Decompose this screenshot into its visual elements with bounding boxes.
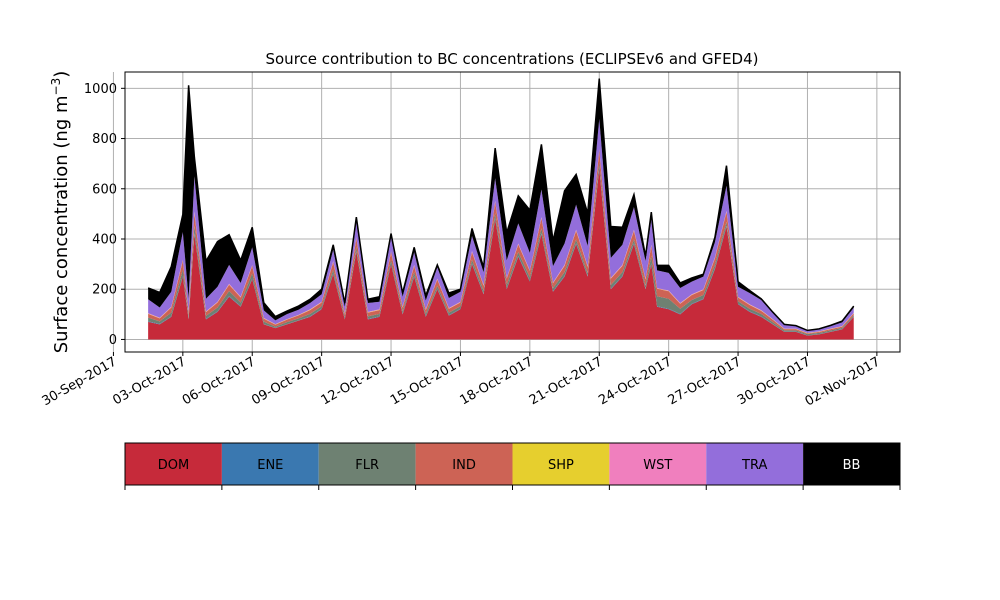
total-outline	[147, 78, 855, 332]
plot-frame	[124, 71, 901, 353]
area-flr	[148, 162, 854, 336]
y-tick-label: 400	[92, 232, 117, 247]
legend-label: SHP	[548, 458, 574, 473]
legend-item-dom: DOM	[125, 443, 222, 485]
legend-item-tra: TRA	[706, 443, 804, 485]
y-tick-label: 200	[92, 283, 117, 298]
y-tick-label: 800	[92, 132, 117, 147]
area-dom	[148, 168, 854, 340]
y-axis-label-suffix: )	[51, 71, 72, 78]
y-tick-label: 0	[109, 333, 117, 348]
area-ind	[148, 150, 854, 335]
area-tra	[148, 118, 854, 333]
legend-swatch	[512, 443, 610, 485]
legend-label: DOM	[158, 458, 189, 473]
y-axis-label-main: Surface concentration (ng m	[51, 95, 72, 353]
legend-item-flr: FLR	[318, 443, 416, 485]
y-axis-label: Surface concentration (ng m−3)	[49, 71, 72, 354]
legend-swatch	[803, 443, 900, 485]
y-tick-label: 600	[92, 182, 117, 197]
legend-swatch	[221, 443, 319, 485]
legend-label: ENE	[257, 458, 283, 473]
legend-item-bb: BB	[803, 443, 900, 485]
legend-label: FLR	[355, 458, 379, 473]
y-tick-label: 1000	[84, 82, 117, 97]
legend-item-ene: ENE	[221, 443, 319, 485]
legend-label: TRA	[741, 458, 767, 473]
legend-item-ind: IND	[415, 443, 513, 485]
y-axis: 0 200 400 600 800 1000	[84, 82, 125, 348]
y-axis-label-exponent: −3	[49, 78, 63, 96]
legend-label: BB	[843, 458, 861, 473]
legend-item-shp: SHP	[512, 443, 610, 485]
legend-swatch	[415, 443, 513, 485]
area-bb	[148, 78, 854, 331]
legend-swatch	[609, 443, 707, 485]
stacked-area-series	[147, 78, 855, 340]
legend-colorbar: DOM ENE FLR IND SHP WST TRA BB	[124, 442, 901, 490]
legend-swatch	[125, 443, 222, 485]
legend-label: WST	[643, 458, 672, 473]
legend-swatch	[318, 443, 416, 485]
chart-title: Source contribution to BC concentrations…	[265, 50, 758, 68]
legend-swatch	[706, 443, 804, 485]
legend-label: IND	[452, 458, 476, 473]
legend-item-wst: WST	[609, 443, 707, 485]
